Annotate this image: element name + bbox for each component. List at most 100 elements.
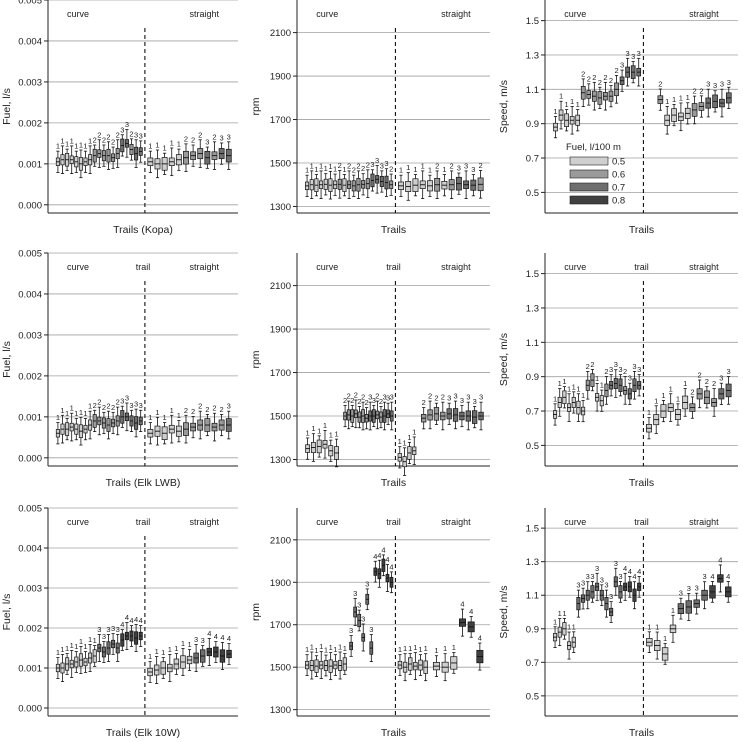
panel-fuel-elk-lwb: 0.000 0.001 0.002 0.003 0.004 0.005 Fuel, l/s T… [1,249,238,489]
segment-label: trail [386,262,401,272]
box-group-label: 3 [576,581,580,590]
box-group-label: 1 [163,144,167,153]
box-group-label: 2 [116,398,120,407]
box-group-label: 1 [93,636,97,645]
box-group-label: 1 [434,646,438,655]
box-group-label: 1 [88,402,92,411]
box-group-label: 2 [102,403,106,412]
box-group-label: 1 [65,409,69,418]
box-group-label: 2 [705,377,709,386]
box-group-label: 3 [466,393,470,402]
box-group-label: 2 [220,405,224,414]
y-axis-label: Fuel, l/s [1,341,13,378]
box-group-label: 3 [586,572,590,581]
segment-label: curve [564,517,586,527]
box-group-label: 1 [600,381,604,390]
x-axis-label: Trails (Elk 10W) [106,727,180,739]
box-group-label: 3 [220,133,224,142]
box-group-label: 1 [74,642,78,651]
y-tick-label: 1900 [270,578,291,589]
box-group-label: 1 [79,408,83,417]
y-tick-label: 0.004 [18,36,42,47]
box-group-label: 2 [212,132,216,141]
segment-label: straight [189,517,219,527]
box-group-label: 1 [428,166,432,175]
box-group-label: 1 [317,426,321,435]
box-group-label: 1 [407,433,411,442]
box-group-label: 1 [88,136,92,145]
box-group-label: 1 [70,404,74,413]
box-group-label: 1 [398,645,402,654]
box-group-label: 3 [609,365,613,374]
y-tick-label: 0.7 [526,154,539,165]
box-group-label: 4 [637,567,641,576]
y-tick-label: 0.9 [526,372,539,383]
y-tick-label: 0.5 [526,188,539,199]
y-tick-label: 1500 [270,663,291,674]
segment-label: straight [189,9,219,19]
y-axis-label: Fuel, l/s [1,88,13,125]
box-group-label: 1 [452,643,456,652]
box-group-label: 3 [702,572,706,581]
box-group-label: 4 [478,634,482,643]
box-group-label: 3 [618,365,622,374]
box-group-label: 3 [370,160,374,169]
legend-swatch [569,182,609,192]
box-group-label: 1 [683,379,687,388]
y-tick-label: 1500 [270,159,291,170]
y-axis-label: rpm [250,603,262,621]
box-group-label: 3 [631,52,635,61]
box-group-label: 1 [65,644,69,653]
box-group-label: 1 [567,384,571,393]
segment-label: trail [136,262,151,272]
x-axis-label: Trails (Kopa) [113,224,173,236]
segment-label: straight [689,9,719,19]
y-tick-label: 0.002 [18,118,42,129]
x-axis-label: Trails [629,224,654,236]
box-group-label: 2 [366,160,370,169]
legend-label: 0.5 [612,157,625,168]
y-tick-label: 0.7 [526,658,539,669]
box-group-label: 1 [647,622,651,631]
y-tick-label: 0.9 [526,624,539,635]
box-group-label: 1 [155,141,159,150]
box-group-label: 3 [382,393,386,402]
box-group-label: 2 [614,66,618,75]
box-group-label: 4 [214,632,218,641]
box-group-label: 1 [161,648,165,657]
y-tick-label: 0.005 [18,504,42,515]
box-group-label: 2 [191,136,195,145]
box-group-label: 3 [205,138,209,147]
box-group-label: 2 [97,398,101,407]
box-group-label: 3 [120,397,124,406]
box-group-label: 3 [679,589,683,598]
y-tick-label: 0.7 [526,407,539,418]
y-tick-label: 0.005 [18,0,42,7]
box-group-label: 2 [587,74,591,83]
box-group-label: 3 [581,579,585,588]
box-group-label: 2 [338,161,342,170]
box-group-label: 3 [390,393,394,402]
box-group-label: 3 [457,164,461,173]
box-group-label: 4 [389,562,393,571]
box-group-label: 4 [139,616,143,625]
box-group-label: 1 [576,384,580,393]
box-group-label: 1 [79,637,83,646]
box-group-label: 1 [403,438,407,447]
box-group-label: 3 [134,130,138,139]
box-group-label: 2 [692,87,696,96]
box-group-label: 2 [106,132,110,141]
box-group-label: 1 [168,645,172,654]
box-group-label: 1 [655,623,659,632]
box-group-label: 2 [129,129,133,138]
segment-label: curve [67,517,89,527]
box-group-label: 3 [637,365,641,374]
box-group-label: 1 [170,138,174,147]
y-tick-label: 0.003 [18,77,42,88]
y-tick-label: 0.5 [526,441,539,452]
box-group-label: 1 [163,413,167,422]
box-group-label: 3 [201,636,205,645]
box-group-label: 1 [671,606,675,615]
box-group-label: 1 [403,644,407,653]
box-group-label: 1 [328,162,332,171]
